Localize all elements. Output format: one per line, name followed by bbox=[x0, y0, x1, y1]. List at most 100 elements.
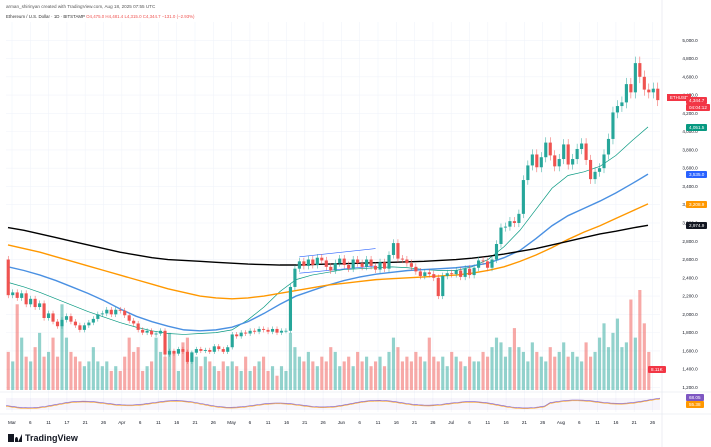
y-tick-label: 2,000.0 bbox=[682, 312, 698, 317]
candle bbox=[562, 144, 566, 160]
candle bbox=[91, 318, 95, 323]
volume-bar bbox=[396, 347, 400, 390]
y-tick-label: 1,600.0 bbox=[682, 348, 698, 353]
logo-text: TradingView bbox=[25, 433, 78, 443]
volume-bar bbox=[477, 361, 481, 390]
rsi-ma-line bbox=[5, 398, 661, 409]
volume-bar bbox=[136, 347, 140, 390]
candle bbox=[418, 271, 422, 276]
volume-bar bbox=[347, 356, 351, 390]
x-tick-label: 16 bbox=[174, 420, 180, 425]
volume-bar bbox=[571, 351, 575, 390]
candle bbox=[24, 293, 28, 305]
candle bbox=[6, 259, 10, 296]
volume-bar bbox=[494, 337, 499, 390]
volume-bar bbox=[409, 361, 413, 390]
candle bbox=[262, 328, 266, 330]
volume-bar bbox=[400, 361, 404, 390]
volume-bar bbox=[262, 356, 266, 390]
candle bbox=[459, 270, 463, 277]
candle bbox=[248, 330, 252, 334]
candle bbox=[226, 347, 230, 352]
x-tick-label: 11 bbox=[376, 420, 381, 425]
volume-bar bbox=[562, 342, 566, 390]
volume-bar bbox=[64, 337, 69, 390]
candle bbox=[275, 328, 279, 333]
volume-bar bbox=[230, 361, 234, 390]
candle bbox=[382, 262, 387, 269]
volume-bar bbox=[266, 370, 270, 390]
ma-line-ma200 bbox=[7, 224, 649, 266]
candle bbox=[472, 267, 476, 276]
volume-bar bbox=[535, 351, 539, 390]
volume-bar bbox=[508, 347, 512, 390]
sma100-tag: 3,208.9 bbox=[686, 200, 708, 208]
volume-bar bbox=[163, 356, 167, 390]
x-tick-label: 26 bbox=[430, 420, 436, 425]
volume-bars bbox=[6, 290, 651, 390]
x-tick-label: 21 bbox=[302, 420, 308, 425]
candle bbox=[499, 227, 503, 244]
tradingview-logo[interactable]: TradingView bbox=[8, 433, 78, 443]
x-tick-label: 26 bbox=[650, 420, 656, 425]
y-tick-label: 4,600.0 bbox=[682, 74, 698, 79]
candle bbox=[176, 349, 181, 354]
candle bbox=[633, 63, 637, 93]
volume-bar bbox=[548, 347, 552, 390]
candle bbox=[114, 309, 118, 315]
x-tick-label: 26 bbox=[101, 420, 107, 425]
candle bbox=[356, 259, 360, 264]
volume-bar bbox=[96, 361, 100, 390]
volume-bar bbox=[118, 370, 122, 390]
candle bbox=[199, 349, 203, 351]
y-tick-label: 2,400.0 bbox=[682, 275, 698, 280]
candle bbox=[60, 319, 64, 327]
volume-tag: 8.11K bbox=[648, 366, 666, 373]
volume-bar bbox=[373, 361, 378, 390]
volume-bar bbox=[405, 356, 409, 390]
candle bbox=[46, 313, 51, 318]
x-tick-label: 21 bbox=[522, 420, 528, 425]
candle bbox=[306, 259, 310, 266]
x-tick-label: 17 bbox=[64, 420, 70, 425]
candle bbox=[589, 159, 593, 180]
candle bbox=[436, 277, 440, 297]
x-tick-label: 6 bbox=[358, 420, 361, 425]
volume-bar bbox=[360, 361, 364, 390]
volume-bar bbox=[463, 366, 467, 390]
candle bbox=[235, 334, 239, 337]
candle bbox=[629, 84, 633, 93]
candle bbox=[302, 261, 306, 266]
candle bbox=[270, 328, 275, 332]
x-tick-label: 16 bbox=[284, 420, 290, 425]
candle bbox=[185, 351, 189, 362]
candle bbox=[73, 321, 77, 326]
x-tick-label: 21 bbox=[192, 420, 198, 425]
symbol-title: Ethereum / U.S. Dollar · 1D · BITSTAMP bbox=[6, 14, 85, 19]
volume-bar bbox=[387, 351, 391, 390]
candle bbox=[181, 349, 185, 352]
y-tick-label: 5,000.0 bbox=[682, 38, 698, 43]
candle bbox=[597, 168, 602, 172]
x-tick-label: 6 bbox=[249, 420, 252, 425]
grid-lines bbox=[6, 22, 660, 412]
volume-bar bbox=[60, 304, 64, 390]
candle bbox=[154, 333, 158, 335]
volume-bar bbox=[423, 361, 427, 390]
x-tick-label: 6 bbox=[468, 420, 471, 425]
volume-bar bbox=[589, 356, 593, 390]
volume-bar bbox=[20, 337, 24, 390]
candle bbox=[284, 330, 288, 332]
volume-bar bbox=[445, 366, 449, 390]
volume-bar bbox=[244, 356, 248, 390]
volume-bar bbox=[38, 332, 42, 390]
volume-bar bbox=[611, 332, 615, 390]
volume-bar bbox=[127, 337, 131, 390]
volume-bar bbox=[212, 366, 216, 390]
volume-bar bbox=[29, 361, 33, 390]
volume-bar bbox=[342, 361, 346, 390]
candle bbox=[517, 213, 521, 223]
x-tick-label: 16 bbox=[394, 420, 400, 425]
candle bbox=[203, 349, 207, 351]
